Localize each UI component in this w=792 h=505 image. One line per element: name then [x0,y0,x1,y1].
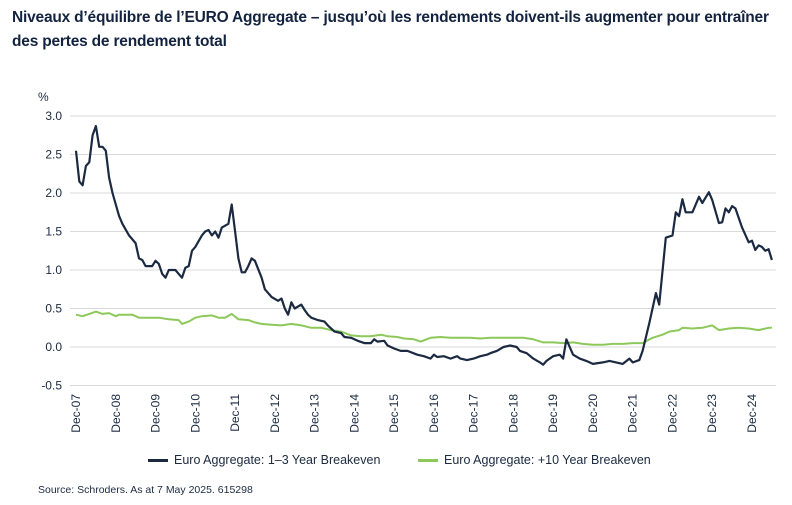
legend-swatch-dark [148,458,168,462]
y-tick-label: 0.0 [45,340,62,354]
x-tick-label: Dec-18 [506,394,520,433]
series-line-1-3-year-breakeven [74,124,773,366]
x-tick-label: Dec-24 [745,394,759,433]
x-tick-label: Dec-09 [149,394,163,433]
x-tick-label: Dec-23 [705,394,719,433]
legend-item-10-year: Euro Aggregate: +10 Year Breakeven [418,453,651,467]
x-tick-label: Dec-15 [387,394,401,433]
x-tick-label: Dec-22 [665,394,679,433]
y-tick-label: 2.0 [45,186,62,200]
x-tick-label: Dec-20 [586,394,600,433]
x-tick-label: Dec-08 [109,394,123,433]
legend-label: Euro Aggregate: 1–3 Year Breakeven [174,453,381,467]
x-tick-label: Dec-16 [427,394,441,433]
series-line-10-year-breakeven [75,310,772,346]
y-axis-unit-label: % [38,90,49,104]
y-tick-label: 2.5 [45,148,62,162]
legend-swatch-green [418,458,438,462]
x-tick-label: Dec-17 [467,394,481,433]
x-tick-label: Dec-21 [626,394,640,433]
y-tick-label: 1.5 [45,225,62,239]
source-note: Source: Schroders. As at 7 May 2025. 615… [38,484,253,496]
chart-title: Niveaux d’équilibre de l’EURO Aggregate … [12,9,769,50]
x-tick-label: Dec-11 [228,394,242,432]
x-tick-label: Dec-10 [188,394,202,433]
x-tick-label: Dec-14 [347,394,361,433]
legend-label: Euro Aggregate: +10 Year Breakeven [444,453,651,467]
x-tick-label: Dec-07 [69,394,83,433]
x-tick-label: Dec-12 [268,394,282,433]
y-tick-label: 1.0 [45,263,62,277]
y-tick-label: -0.5 [41,379,62,393]
y-tick-label: 0.5 [45,302,62,316]
x-tick-label: Dec-13 [308,394,322,433]
x-tick-label: Dec-19 [546,394,560,433]
legend-item-1-3-year: Euro Aggregate: 1–3 Year Breakeven [148,453,380,467]
y-tick-label: 3.0 [45,109,62,123]
